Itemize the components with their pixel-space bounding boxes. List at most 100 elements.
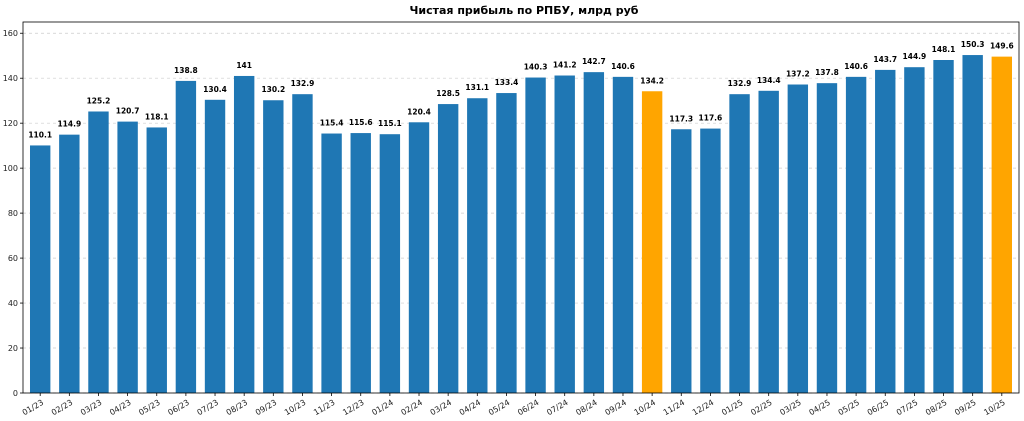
bar-12-23 [350,133,371,394]
x-tick-label: 02/25 [749,398,773,417]
data-label: 115.1 [378,119,402,128]
bar-03-25 [787,84,809,394]
x-tick-label: 05/24 [487,398,511,417]
data-label: 141.2 [553,61,577,70]
data-label: 149.6 [990,42,1014,51]
plot-frame [22,21,1020,394]
bar-11-24 [671,129,692,393]
bar-09-24 [612,76,634,393]
x-tick-label: 11/24 [662,398,686,417]
x-tick-label: 03/25 [778,398,802,417]
bar-10-24 [641,91,663,394]
x-tick-label: 09/25 [953,398,977,417]
data-label: 141 [236,61,252,70]
data-label: 150.3 [961,40,985,49]
bar-10-25 [991,56,1013,393]
x-tick-label: 09/23 [254,398,278,417]
bar-06-23 [175,80,197,393]
x-tick-label: 08/25 [924,398,948,417]
x-tick-label: 05/25 [837,398,861,417]
x-tick-label: 06/24 [516,398,540,417]
data-label: 142.7 [582,57,606,66]
bar-02-23 [59,134,80,393]
bar-12-24 [700,128,721,393]
bar-02-24 [408,122,430,394]
x-tick-label: 07/25 [895,398,919,417]
data-label: 117.6 [699,114,723,123]
y-tick-label: 160 [3,29,18,38]
data-label: 114.9 [57,120,81,129]
data-label: 133.4 [495,78,519,87]
data-label: 144.9 [903,52,927,61]
x-axis-ticks: 01/23 02/23 03/23 04/23 05/23 06/23 07/23 08/23… [21,393,1007,417]
x-tick-label: 10/25 [982,398,1006,417]
x-tick-label: 04/24 [458,398,482,417]
x-tick-label: 10/24 [633,398,657,417]
bar-02-25 [758,90,779,393]
bar-09-25 [962,55,983,393]
x-tick-label: 01/24 [370,398,394,417]
bar-04-23 [117,121,138,393]
x-tick-label: 05/23 [137,398,161,417]
bar-07-23 [204,99,226,393]
y-gridlines [23,32,1019,394]
x-tick-label: 02/23 [50,398,74,417]
data-label: 134.2 [640,76,664,85]
data-label: 137.8 [815,68,839,77]
data-label: 120.7 [116,107,140,116]
x-tick-label: 08/23 [225,398,249,417]
bar-01-24 [379,134,401,393]
y-tick-label: 120 [3,119,18,128]
y-tick-label: 20 [8,344,18,353]
x-tick-label: 12/23 [341,398,365,417]
y-tick-label: 60 [8,254,18,263]
x-tick-label: 07/23 [196,398,220,417]
bar-01-23 [29,145,51,393]
data-label: 128.5 [436,89,460,98]
data-labels: 110.1 114.9 125.2 120.7 118.1 138.8 130.4 141 13… [28,40,1013,139]
data-label: 140.6 [844,62,868,71]
chart-title: Чистая прибыль по РПБУ, млрд руб [410,4,639,17]
x-tick-label: 09/24 [604,398,628,417]
data-label: 138.8 [174,66,198,75]
y-axis-ticks: 0 20 40 60 80 100 120 140 160 [3,29,23,398]
y-tick-label: 80 [8,209,18,218]
y-tick-label: 40 [8,299,18,308]
data-label: 117.3 [669,114,693,123]
x-tick-label: 03/23 [79,398,103,417]
bar-07-24 [554,75,575,393]
x-tick-label: 06/25 [866,398,890,417]
bar-08-24 [583,72,605,394]
data-label: 148.1 [932,45,956,54]
data-label: 130.4 [203,85,227,94]
data-label: 118.1 [145,112,169,121]
bar-08-23 [233,75,255,394]
data-label: 120.4 [407,107,431,116]
x-tick-label: 01/23 [21,398,45,417]
bar-08-25 [933,59,954,394]
bar-10-23 [292,94,313,393]
bar-06-25 [875,69,896,393]
data-label: 143.7 [873,55,897,64]
bar-04-25 [816,83,838,394]
data-label: 115.4 [320,119,344,128]
data-label: 110.1 [28,130,52,139]
bar-05-23 [146,127,167,393]
x-tick-label: 06/23 [166,398,190,417]
y-tick-label: 140 [3,74,18,83]
bars [29,55,1013,394]
y-tick-label: 0 [13,389,18,398]
data-label: 115.6 [349,118,373,127]
data-label: 132.9 [291,79,315,88]
data-label: 137.2 [786,70,810,79]
x-tick-label: 02/24 [400,398,424,417]
x-tick-label: 12/24 [691,398,715,417]
bar-05-25 [845,76,867,393]
data-label: 125.2 [87,96,111,105]
x-tick-label: 11/23 [312,398,336,417]
x-tick-label: 04/25 [807,398,831,417]
x-tick-label: 04/23 [108,398,132,417]
x-tick-label: 08/24 [574,398,598,417]
bar-11-23 [321,133,342,393]
